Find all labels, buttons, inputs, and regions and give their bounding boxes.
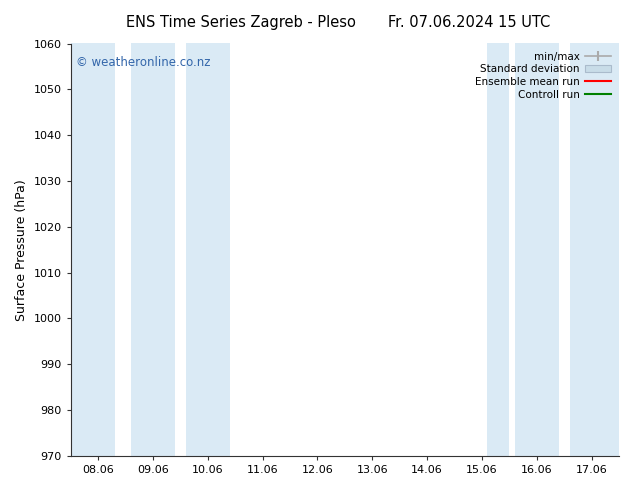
Text: ENS Time Series Zagreb - Pleso: ENS Time Series Zagreb - Pleso — [126, 15, 356, 30]
Bar — [515, 44, 559, 456]
Bar — [71, 44, 115, 456]
Bar — [131, 44, 175, 456]
Text: © weatheronline.co.nz: © weatheronline.co.nz — [76, 56, 210, 69]
Legend: min/max, Standard deviation, Ensemble mean run, Controll run: min/max, Standard deviation, Ensemble me… — [472, 49, 614, 103]
Bar — [488, 44, 509, 456]
Text: Fr. 07.06.2024 15 UTC: Fr. 07.06.2024 15 UTC — [388, 15, 550, 30]
Bar — [186, 44, 230, 456]
Y-axis label: Surface Pressure (hPa): Surface Pressure (hPa) — [15, 179, 28, 320]
Bar — [570, 44, 619, 456]
